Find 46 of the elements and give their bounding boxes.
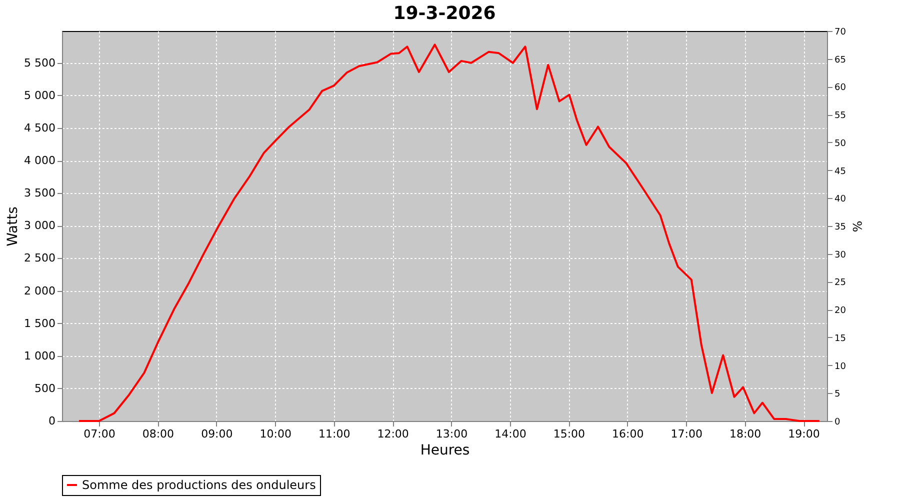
y-tick-label: 2 000 [24,284,56,298]
x-tick-label: 14:00 [494,428,526,440]
x-tick-label: 11:00 [318,428,350,440]
y2-tick-label: 65 [834,55,846,66]
y2-tick-label: 55 [834,111,846,122]
x-tick-label: 12:00 [377,428,409,440]
x-tick-label: 07:00 [84,428,116,440]
x-tick-label: 10:00 [260,428,292,440]
y2-axis-title: % [850,220,864,232]
y-tick-label: 4 500 [24,122,56,135]
y2-tick-label: 5 [834,390,840,400]
y-tick-label: 1 500 [24,316,56,330]
x-tick-label: 13:00 [436,428,468,440]
y2-tick-label: 10 [834,362,846,372]
y2-tick-label: 0 [834,418,840,428]
y2-tick-label: 45 [834,166,846,177]
x-tick-label: 18:00 [729,428,762,440]
y-tick-label: 3 000 [24,219,56,232]
y2-tick-label: 25 [834,278,846,288]
x-tick-label: 08:00 [142,428,174,440]
x-tick-label: 17:00 [670,428,702,440]
y-tick-label: 5 000 [24,88,56,102]
x-tick-label: 09:00 [201,428,233,440]
line-series [78,44,820,422]
chart-title: 19-3-2026 [393,3,496,24]
y-tick-label: 3 500 [24,186,56,200]
y-tick-label: 2 500 [24,252,56,265]
y-tick-label: 1 000 [24,349,56,362]
y2-tick-label: 70 [834,28,846,38]
y2-tick-label: 40 [834,194,846,205]
y-tick-label: 5 500 [24,56,56,70]
x-tick-label: 16:00 [612,428,644,440]
legend-label: Somme des productions des onduleurs [82,478,316,492]
x-axis-title: Heures [420,442,470,458]
y-axis-title: Watts [5,206,22,246]
y2-tick-label: 30 [834,250,846,260]
y-tick-label: 4 000 [24,154,56,168]
y2-tick-label: 50 [834,138,846,149]
y-tick-label: 0 [48,414,56,428]
x-tick-label: 19:00 [788,428,820,440]
y2-tick-label: 35 [834,222,846,232]
y2-tick-label: 15 [834,334,846,344]
y-tick-label: 500 [34,382,56,395]
x-tick-label: 15:00 [553,428,586,440]
y2-tick-label: 20 [834,306,846,316]
y2-tick-label: 60 [834,83,846,94]
